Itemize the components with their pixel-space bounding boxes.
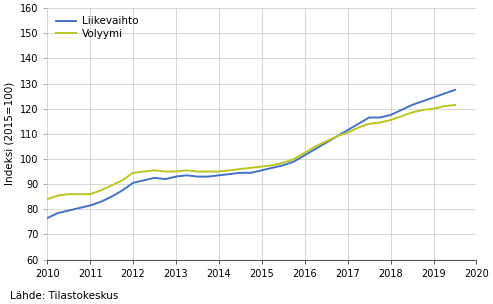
Volyymi [130,171,136,174]
Liikevaihto [259,168,265,172]
Volyymi [119,178,125,182]
Volyymi [302,151,308,154]
Volyymi [55,194,61,197]
Liikevaihto [238,171,244,174]
Volyymi [420,108,426,112]
Liikevaihto [377,116,383,119]
Liikevaihto [184,174,190,177]
Volyymi [377,121,383,124]
Volyymi [141,170,147,173]
Volyymi [313,145,318,148]
Liikevaihto [98,200,104,204]
Liikevaihto [108,195,114,199]
Liikevaihto [55,211,61,215]
Volyymi [87,192,93,196]
Volyymi [44,197,50,201]
Liikevaihto [366,116,372,119]
Liikevaihto [66,209,71,212]
Volyymi [366,122,372,126]
Volyymi [398,114,404,118]
Text: Lähde: Tilastokeskus: Lähde: Tilastokeskus [10,291,118,301]
Volyymi [323,140,329,143]
Liikevaihto [420,99,426,103]
Volyymi [248,166,254,170]
Liikevaihto [173,175,179,178]
Volyymi [227,168,233,172]
Liikevaihto [387,113,393,117]
Volyymi [441,104,447,108]
Volyymi [270,164,276,167]
Liikevaihto [441,92,447,95]
Liikevaihto [151,176,157,180]
Volyymi [259,165,265,168]
Volyymi [345,131,351,134]
Liikevaihto [205,175,211,178]
Liikevaihto [323,141,329,144]
Liikevaihto [313,147,318,151]
Liikevaihto [409,103,415,107]
Liikevaihto [452,88,458,92]
Volyymi [281,161,286,164]
Liikevaihto [141,178,147,182]
Volyymi [334,135,340,138]
Liikevaihto [270,166,276,170]
Liikevaihto [291,160,297,163]
Legend: Liikevaihto, Volyymi: Liikevaihto, Volyymi [52,13,141,42]
Volyymi [355,126,361,130]
Liikevaihto [76,206,82,210]
Line: Liikevaihto: Liikevaihto [47,90,455,218]
Liikevaihto [302,154,308,157]
Liikevaihto [195,175,201,178]
Volyymi [430,107,436,111]
Liikevaihto [345,128,351,132]
Liikevaihto [44,216,50,220]
Volyymi [216,170,222,173]
Volyymi [108,184,114,187]
Volyymi [452,103,458,107]
Liikevaihto [119,188,125,192]
Volyymi [409,111,415,114]
Y-axis label: Indeksi (2015=100): Indeksi (2015=100) [4,82,14,185]
Volyymi [238,167,244,171]
Volyymi [162,170,168,173]
Volyymi [66,192,71,196]
Liikevaihto [130,181,136,185]
Line: Volyymi: Volyymi [47,105,455,199]
Volyymi [184,168,190,172]
Volyymi [387,118,393,122]
Volyymi [291,157,297,161]
Liikevaihto [334,135,340,138]
Volyymi [151,168,157,172]
Liikevaihto [355,122,361,126]
Liikevaihto [281,164,286,167]
Liikevaihto [248,171,254,174]
Volyymi [195,170,201,173]
Liikevaihto [216,174,222,177]
Volyymi [205,170,211,173]
Volyymi [76,192,82,196]
Liikevaihto [87,204,93,207]
Liikevaihto [162,177,168,181]
Liikevaihto [430,95,436,99]
Liikevaihto [227,172,233,176]
Liikevaihto [398,108,404,112]
Volyymi [173,170,179,173]
Volyymi [98,188,104,192]
